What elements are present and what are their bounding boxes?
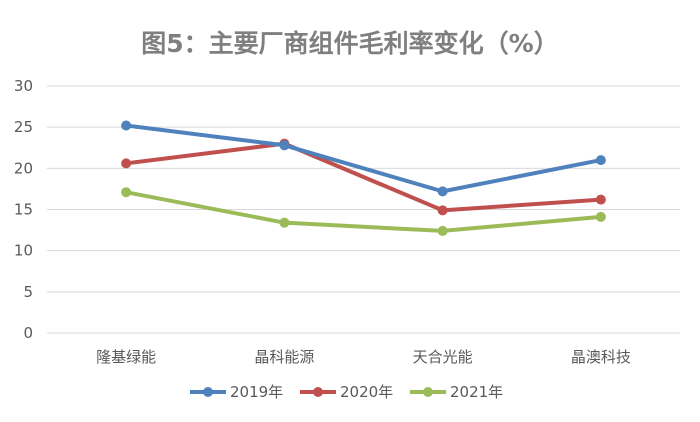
y-tick-label: 20 (14, 159, 33, 177)
legend: 2019年 2020年 2021年 (190, 383, 503, 401)
y-tick-label: 10 (14, 242, 33, 260)
data-point (437, 225, 448, 236)
legend-item: 2019年 (190, 383, 283, 401)
x-category-label: 晶科能源 (254, 348, 314, 366)
series-0 (121, 120, 606, 197)
legend-swatch-marker (203, 387, 213, 397)
series-line (124, 123, 603, 194)
y-tick-label: 30 (14, 77, 33, 95)
data-point (121, 120, 132, 131)
x-category-label: 隆基绿能 (96, 348, 156, 366)
data-point (437, 205, 448, 216)
data-point (121, 158, 132, 169)
legend-swatch-marker (313, 387, 323, 397)
data-point (437, 186, 448, 197)
y-tick-label: 0 (23, 324, 33, 342)
data-point (595, 155, 606, 166)
y-tick-label: 25 (14, 118, 33, 136)
x-category-label: 天合光能 (413, 348, 473, 366)
legend-label: 2020年 (340, 383, 393, 401)
y-axis-ticks: 0 5 10 15 20 25 30 (14, 77, 33, 342)
legend-item: 2020年 (300, 383, 393, 401)
data-point (595, 194, 606, 205)
y-tick-label: 15 (14, 201, 33, 219)
legend-label: 2021年 (450, 383, 503, 401)
series-line (124, 190, 603, 233)
legend-item: 2021年 (410, 383, 503, 401)
data-point (595, 211, 606, 222)
data-point (121, 187, 132, 198)
grid (47, 85, 680, 334)
y-tick-label: 5 (23, 283, 33, 301)
series-2 (121, 187, 606, 236)
legend-swatch-marker (423, 387, 433, 397)
chart-title: 图5：主要厂商组件毛利率变化（%） (141, 29, 558, 58)
series-lines (121, 120, 606, 236)
series-line (124, 141, 603, 213)
data-point (279, 217, 290, 228)
x-axis-categories: 隆基绿能 晶科能源 天合光能 晶澳科技 (96, 348, 631, 366)
legend-label: 2019年 (230, 383, 283, 401)
x-category-label: 晶澳科技 (571, 348, 631, 366)
data-point (279, 140, 290, 151)
